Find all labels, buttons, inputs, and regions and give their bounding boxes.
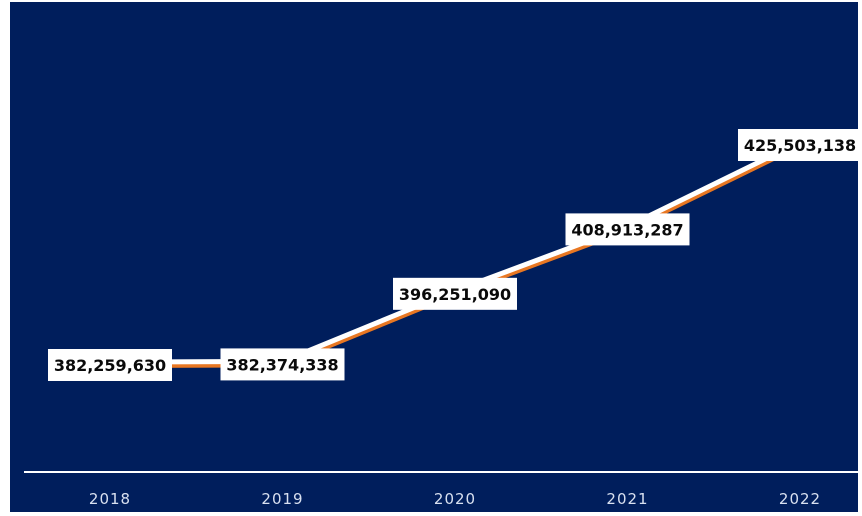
x-tick-label-2020: 2020: [434, 490, 476, 508]
data-label-2019: 382,374,338: [220, 348, 345, 381]
data-label-box: [48, 349, 172, 381]
x-tick-label-2022: 2022: [779, 490, 821, 508]
data-label-text: 425,503,138: [744, 136, 856, 155]
data-label-2018: 382,259,630: [48, 349, 172, 381]
data-label-text: 396,251,090: [399, 285, 511, 304]
drop-lines: [109, 143, 801, 472]
data-label-text: 382,374,338: [226, 355, 338, 374]
x-tick-label-2019: 2019: [261, 490, 303, 508]
data-label-box: [738, 129, 862, 161]
x-tick-label-2018: 2018: [89, 490, 131, 508]
data-label-box: [393, 277, 517, 310]
data-labels: 382,259,630 382,374,338 396,251,090 408,913…: [48, 129, 862, 381]
data-label-2022: 425,503,138: [738, 129, 862, 161]
data-label-2021: 408,913,287: [565, 213, 690, 246]
line-chart: 382,259,630 382,374,338 396,251,090 408,913…: [24, 129, 862, 508]
data-label-box: [565, 213, 690, 246]
data-label-box: [220, 348, 345, 381]
data-label-text: 382,259,630: [54, 356, 166, 375]
x-tick-label-2021: 2021: [606, 490, 648, 508]
data-label-text: 408,913,287: [571, 220, 683, 239]
x-tick-labels: 2018 2019 2020 2021 2022: [89, 490, 821, 508]
data-label-2020: 396,251,090: [393, 277, 517, 310]
